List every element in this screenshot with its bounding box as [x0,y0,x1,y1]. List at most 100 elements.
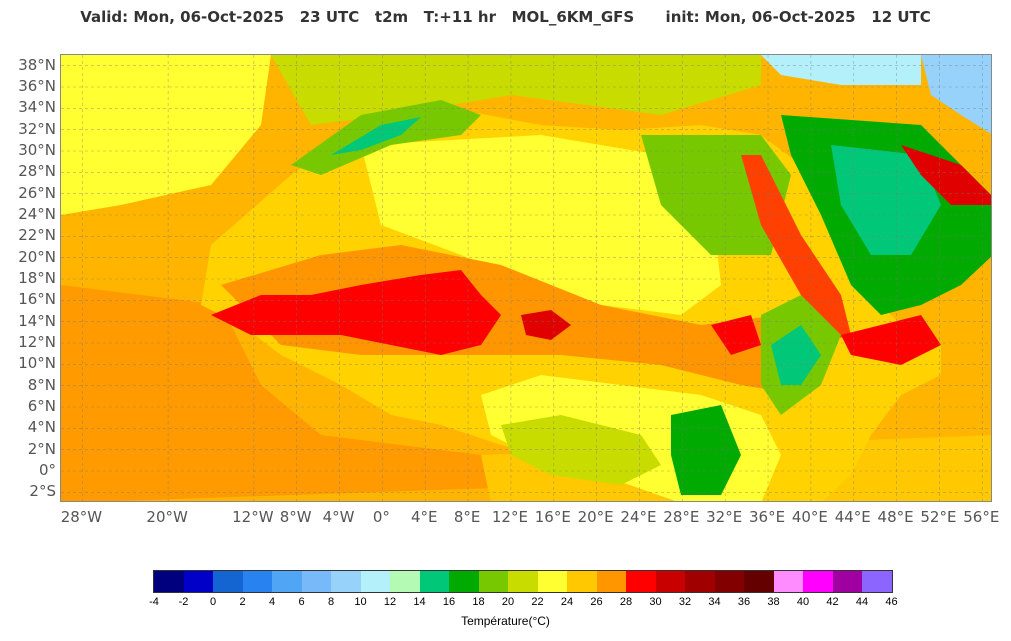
atlas-peaks [331,117,421,155]
temperature-colorbar [153,570,893,593]
colorbar-tick-label: 6 [298,596,305,608]
lat-label: 16°N [18,290,56,309]
lat-label: 38°N [18,55,56,74]
lat-label: 30°N [18,141,56,159]
colorbar-tick-label: 38 [767,596,780,608]
lon-label: 16°E [534,508,571,526]
lon-label: 56°E [963,508,1000,526]
lat-label: 34°N [18,98,56,117]
colorbar-swatch [478,571,508,592]
colorbar-tick-label: -2 [178,596,189,608]
colorbar-tick-label: 40 [796,596,810,608]
colorbar-tick-label: -4 [149,596,159,608]
lat-label: 20°N [18,247,56,266]
ocean-warm-zone [61,285,581,501]
lon-label: 44°E [834,508,871,526]
north-atlantic-zone [61,55,271,215]
colorbar-swatch [567,571,597,592]
colorbar-swatch [832,571,862,592]
lon-label: 12°E [491,508,528,526]
lon-label: 32°E [706,508,743,526]
colorbar-swatch [242,571,272,592]
colorbar-tick-label: 18 [472,596,485,608]
hot-zone-chad [521,310,571,340]
colorbar-tick-label: 12 [383,596,397,608]
colorbar-tick-label: 28 [619,596,633,608]
sahel-zone [221,245,821,395]
colorbar-swatch [390,571,420,592]
colorbar-tick-label: 0 [209,596,217,608]
colorbar-tick-label: 34 [708,596,721,608]
sahara-zone [361,135,721,315]
map-canvas [61,55,991,501]
colorbar-tick-label: 22 [531,596,544,608]
colorbar-tick-label: 46 [885,596,898,608]
lat-label: 2°N [27,439,56,458]
lon-label: 12°W [232,508,274,526]
lon-label: 8°W [279,508,312,526]
lon-label: 52°E [920,508,957,526]
lat-label: 22°N [18,226,56,245]
colorbar-tick-label: 42 [826,596,839,608]
colorbar-swatch [272,571,302,592]
lat-label: 36°N [18,77,56,95]
colorbar-tick-label: 4 [268,596,276,608]
mediterranean-zone [271,55,761,125]
colorbar-swatch [744,571,774,592]
lat-label: 12°N [18,333,56,351]
hot-zone-west [211,270,501,355]
colorbar-swatch [803,571,833,592]
lat-label: 6°N [27,397,56,415]
lat-label: 4°N [27,418,56,437]
colorbar-swatch [508,571,538,592]
colorbar-tick-label: 32 [678,596,692,608]
colorbar-swatch [773,571,803,592]
lat-label: 24°N [18,205,56,223]
colorbar-swatch [626,571,656,592]
map-title: Valid: Mon, 06-Oct-2025 23 UTC t2m T:+11… [80,8,931,26]
lon-label: 28°E [663,508,700,526]
colorbar-swatch [331,571,361,592]
persian-gulf-zone [901,145,991,205]
hot-zone-sudan [711,315,761,355]
colorbar-swatch [419,571,449,592]
red-sea-zone [741,155,851,340]
colorbar-tick-label: 24 [560,596,574,608]
lat-label: 0° [38,461,56,479]
colorbar-tick-label: 16 [442,596,456,608]
colorbar-swatch [213,571,243,592]
lon-label: 40°E [791,508,828,526]
lat-label: 26°N [18,183,56,202]
lat-label: 28°N [18,162,56,181]
lat-label: 18°N [18,269,56,287]
colorbar-tick-label: 10 [354,596,367,608]
lon-label: 24°E [620,508,657,526]
lon-label: 48°E [877,508,914,526]
lon-label: 28°W [60,508,103,526]
lon-label: 0° [372,508,390,526]
colorbar-swatch [154,571,184,592]
colorbar-swatch [537,571,567,592]
anatolia-highlands [761,55,921,85]
colorbar-tick-label: 2 [239,596,246,608]
ethiopian-peaks [771,325,821,385]
lon-label: 20°E [577,508,614,526]
colorbar-tick-label: 44 [855,596,869,608]
colorbar-tick-label: 14 [413,596,426,608]
lon-label: 20°W [146,508,188,526]
colorbar-tick-label: 26 [590,596,603,608]
colorbar-tick-label: 36 [737,596,751,608]
temperature-map [60,54,992,502]
colorbar-tick-label: 30 [649,596,662,608]
lat-label: 8°N [27,375,56,394]
lat-label: 10°N [18,354,56,373]
lat-label: 32°N [18,119,56,138]
congo-basin-zone [501,415,661,485]
colorbar-swatch [360,571,390,592]
lat-label: 14°N [18,311,56,330]
lon-label: 4°E [410,508,438,526]
colorbar-swatch [685,571,715,592]
colorbar-swatch [596,571,626,592]
colorbar-swatch [449,571,479,592]
colorbar-swatch [183,571,213,592]
